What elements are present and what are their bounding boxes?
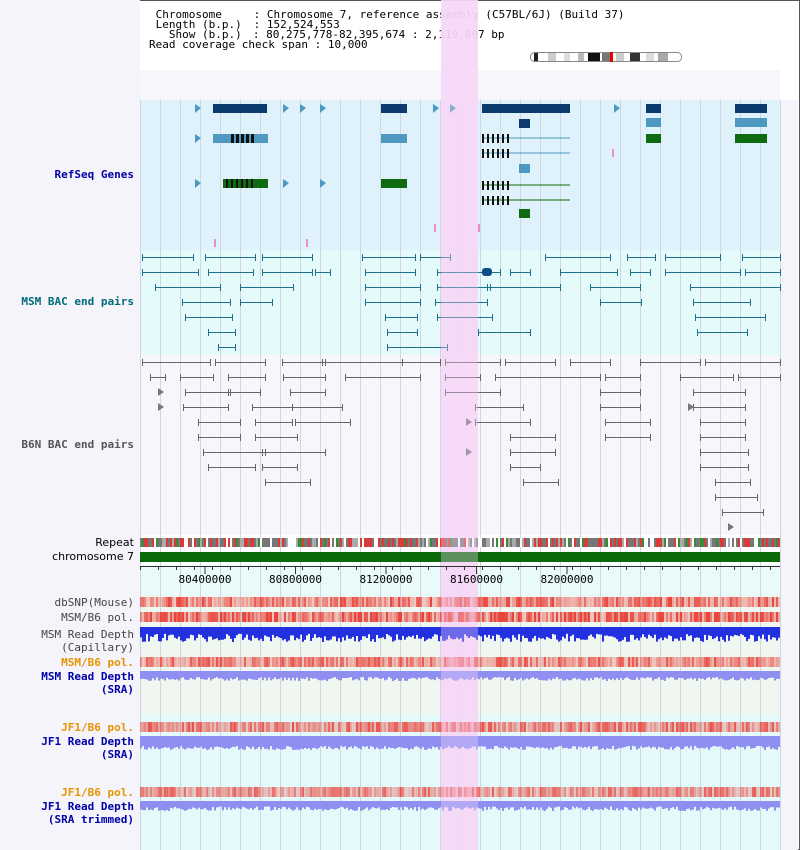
coverage-key: Read coverage check span — [149, 38, 308, 51]
coverage-value: 10,000 — [327, 38, 368, 51]
length-key: Length (b.p.) — [155, 18, 242, 31]
track-label-jf1-depth-trim-sub: (SRA trimmed) — [47, 813, 134, 826]
track-label-dbsnp: dbSNP(Mouse) — [54, 596, 134, 609]
track-label-jf1-depth-sra-sub: (SRA) — [100, 748, 134, 761]
chromosome-ideogram[interactable] — [530, 52, 682, 62]
track-label-jf1-depth-sra: JF1 Read Depth — [41, 735, 134, 748]
track-label-jf1-depth-trim: JF1 Read Depth — [41, 800, 134, 813]
track-label-msm-bac[interactable]: MSM BAC end pairs — [21, 295, 134, 308]
track-label-msm-depth-cap: MSM Read Depth — [41, 628, 134, 641]
track-label-msm-b6-pol-1: MSM/B6 pol. — [61, 611, 134, 624]
page-title: Map View — [9, 10, 77, 26]
track-label-msm-depth-cap-sub: (Capillary) — [61, 641, 134, 654]
track-label-refseq[interactable]: RefSeq Genes — [54, 168, 134, 181]
track-label-msm-depth-sra-sub: (SRA) — [100, 683, 134, 696]
chromosome-key: Chromosome — [155, 8, 222, 21]
track-label-chromosome: chromosome 7 — [52, 550, 134, 563]
track-label-b6n-bac[interactable]: B6N BAC end pairs — [21, 438, 134, 451]
header-info: Chromosome: Chromosome 7, reference asse… — [149, 8, 625, 51]
show-key: Show (b.p.) — [168, 28, 242, 41]
header-coverage-row: Read coverage check span : 10,000 — [149, 38, 368, 51]
track-label-msm-b6-pol-2: MSM/B6 pol. — [61, 656, 134, 669]
track-label-jf1-b6-pol-2: JF1/B6 pol. — [61, 786, 134, 799]
length-value: 152,524,553 — [266, 18, 340, 31]
header-length-row: Length (b.p.): 152,524,553 — [155, 18, 340, 31]
track-label-repeat: Repeat — [95, 536, 134, 549]
track-label-msm-depth-sra: MSM Read Depth — [41, 670, 134, 683]
track-label-jf1-b6-pol-1: JF1/B6 pol. — [61, 721, 134, 734]
